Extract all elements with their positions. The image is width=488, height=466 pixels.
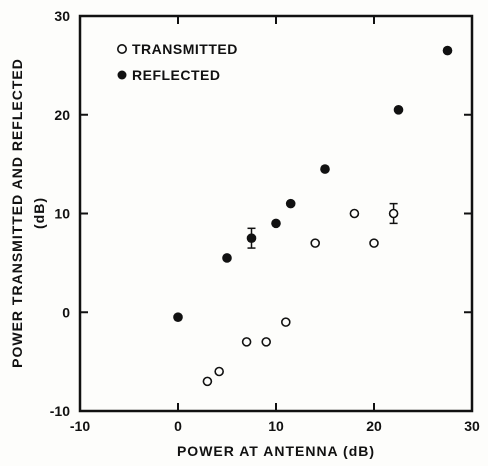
legend-transmitted-marker xyxy=(117,43,128,54)
reflected-point xyxy=(393,105,404,115)
x-tick-label: 30 xyxy=(464,418,480,434)
y-tick-label: -10 xyxy=(50,403,70,419)
transmitted-point xyxy=(310,238,321,248)
reflected-point xyxy=(222,253,232,263)
legend-transmitted-label: TRANSMITTED xyxy=(132,41,238,57)
y-axis-unit: (dB) xyxy=(31,197,47,229)
y-tick-label: 0 xyxy=(62,304,70,320)
reflected-point xyxy=(246,233,257,243)
y-tick-label: 10 xyxy=(54,206,70,222)
axis-tick-labels: -10 0 10 20 30 -10 0 10 20 30 xyxy=(50,8,480,434)
x-tick-label: -10 xyxy=(70,418,90,434)
reflected-point xyxy=(285,198,296,209)
x-tick-label: 10 xyxy=(268,418,284,434)
reflected-point xyxy=(320,164,330,174)
reflected-point xyxy=(173,312,183,322)
y-tick-label: 30 xyxy=(54,8,70,24)
transmitted-point xyxy=(241,337,252,347)
legend-reflected-label: REFLECTED xyxy=(132,67,221,83)
x-tick-label: 0 xyxy=(174,418,182,434)
reflected-point xyxy=(271,218,281,229)
y-axis-title: POWER TRANSMITTED AND REFLECTED xyxy=(9,58,25,368)
x-tick-label: 20 xyxy=(366,418,382,434)
axis-ticks xyxy=(80,16,472,411)
data-points xyxy=(173,45,453,387)
x-axis-title: POWER AT ANTENNA (dB) xyxy=(177,443,375,459)
y-axis-title-group: POWER TRANSMITTED AND REFLECTED (dB) xyxy=(9,58,47,368)
transmitted-point xyxy=(388,208,399,219)
reflected-point xyxy=(442,45,453,56)
transmitted-point xyxy=(280,317,291,327)
transmitted-point xyxy=(369,238,379,248)
transmitted-point xyxy=(214,366,224,377)
legend: TRANSMITTED REFLECTED xyxy=(117,41,238,83)
transmitted-point xyxy=(202,376,213,387)
legend-reflected-marker xyxy=(117,70,127,80)
transmitted-point xyxy=(261,337,272,347)
y-tick-label: 20 xyxy=(54,107,70,123)
transmitted-point xyxy=(349,208,360,219)
